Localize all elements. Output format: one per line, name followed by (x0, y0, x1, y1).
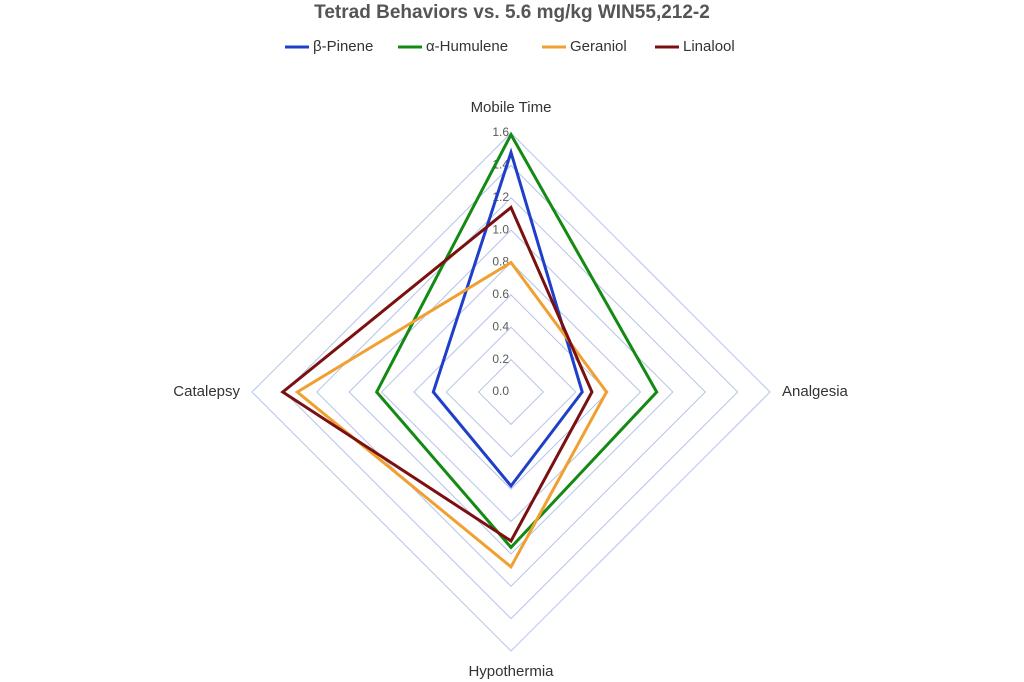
grid-ring (413, 294, 609, 490)
tick-label: 0.0 (492, 384, 509, 398)
legend-label: Linalool (683, 38, 735, 55)
grid-ring (477, 358, 545, 426)
legend-label: β-Pinene (313, 38, 373, 55)
grid-ring (380, 261, 642, 523)
tick-label: 0.4 (492, 319, 509, 333)
tick-label: 0.6 (492, 287, 509, 301)
legend-label: Geraniol (570, 38, 627, 55)
tick-label: 1.6 (492, 125, 509, 139)
axis-label: Analgesia (782, 383, 849, 400)
series-line (374, 131, 659, 550)
grid-ring (445, 326, 577, 458)
series-line (294, 260, 609, 570)
grid-ring (348, 229, 674, 555)
grid-ring (316, 197, 706, 587)
tick-label: 1.0 (492, 222, 509, 236)
grid-ring (251, 132, 771, 652)
axis-label: Hypothermia (468, 663, 554, 680)
chart-title: Tetrad Behaviors vs. 5.6 mg/kg WIN55,212… (314, 2, 710, 23)
tick-label: 0.2 (492, 352, 509, 366)
grid-ring (283, 164, 739, 620)
axis-label: Catalepsy (173, 383, 240, 400)
legend-label: α-Humulene (426, 38, 508, 55)
series-line (280, 205, 594, 544)
axis-label: Mobile Time (471, 99, 552, 116)
